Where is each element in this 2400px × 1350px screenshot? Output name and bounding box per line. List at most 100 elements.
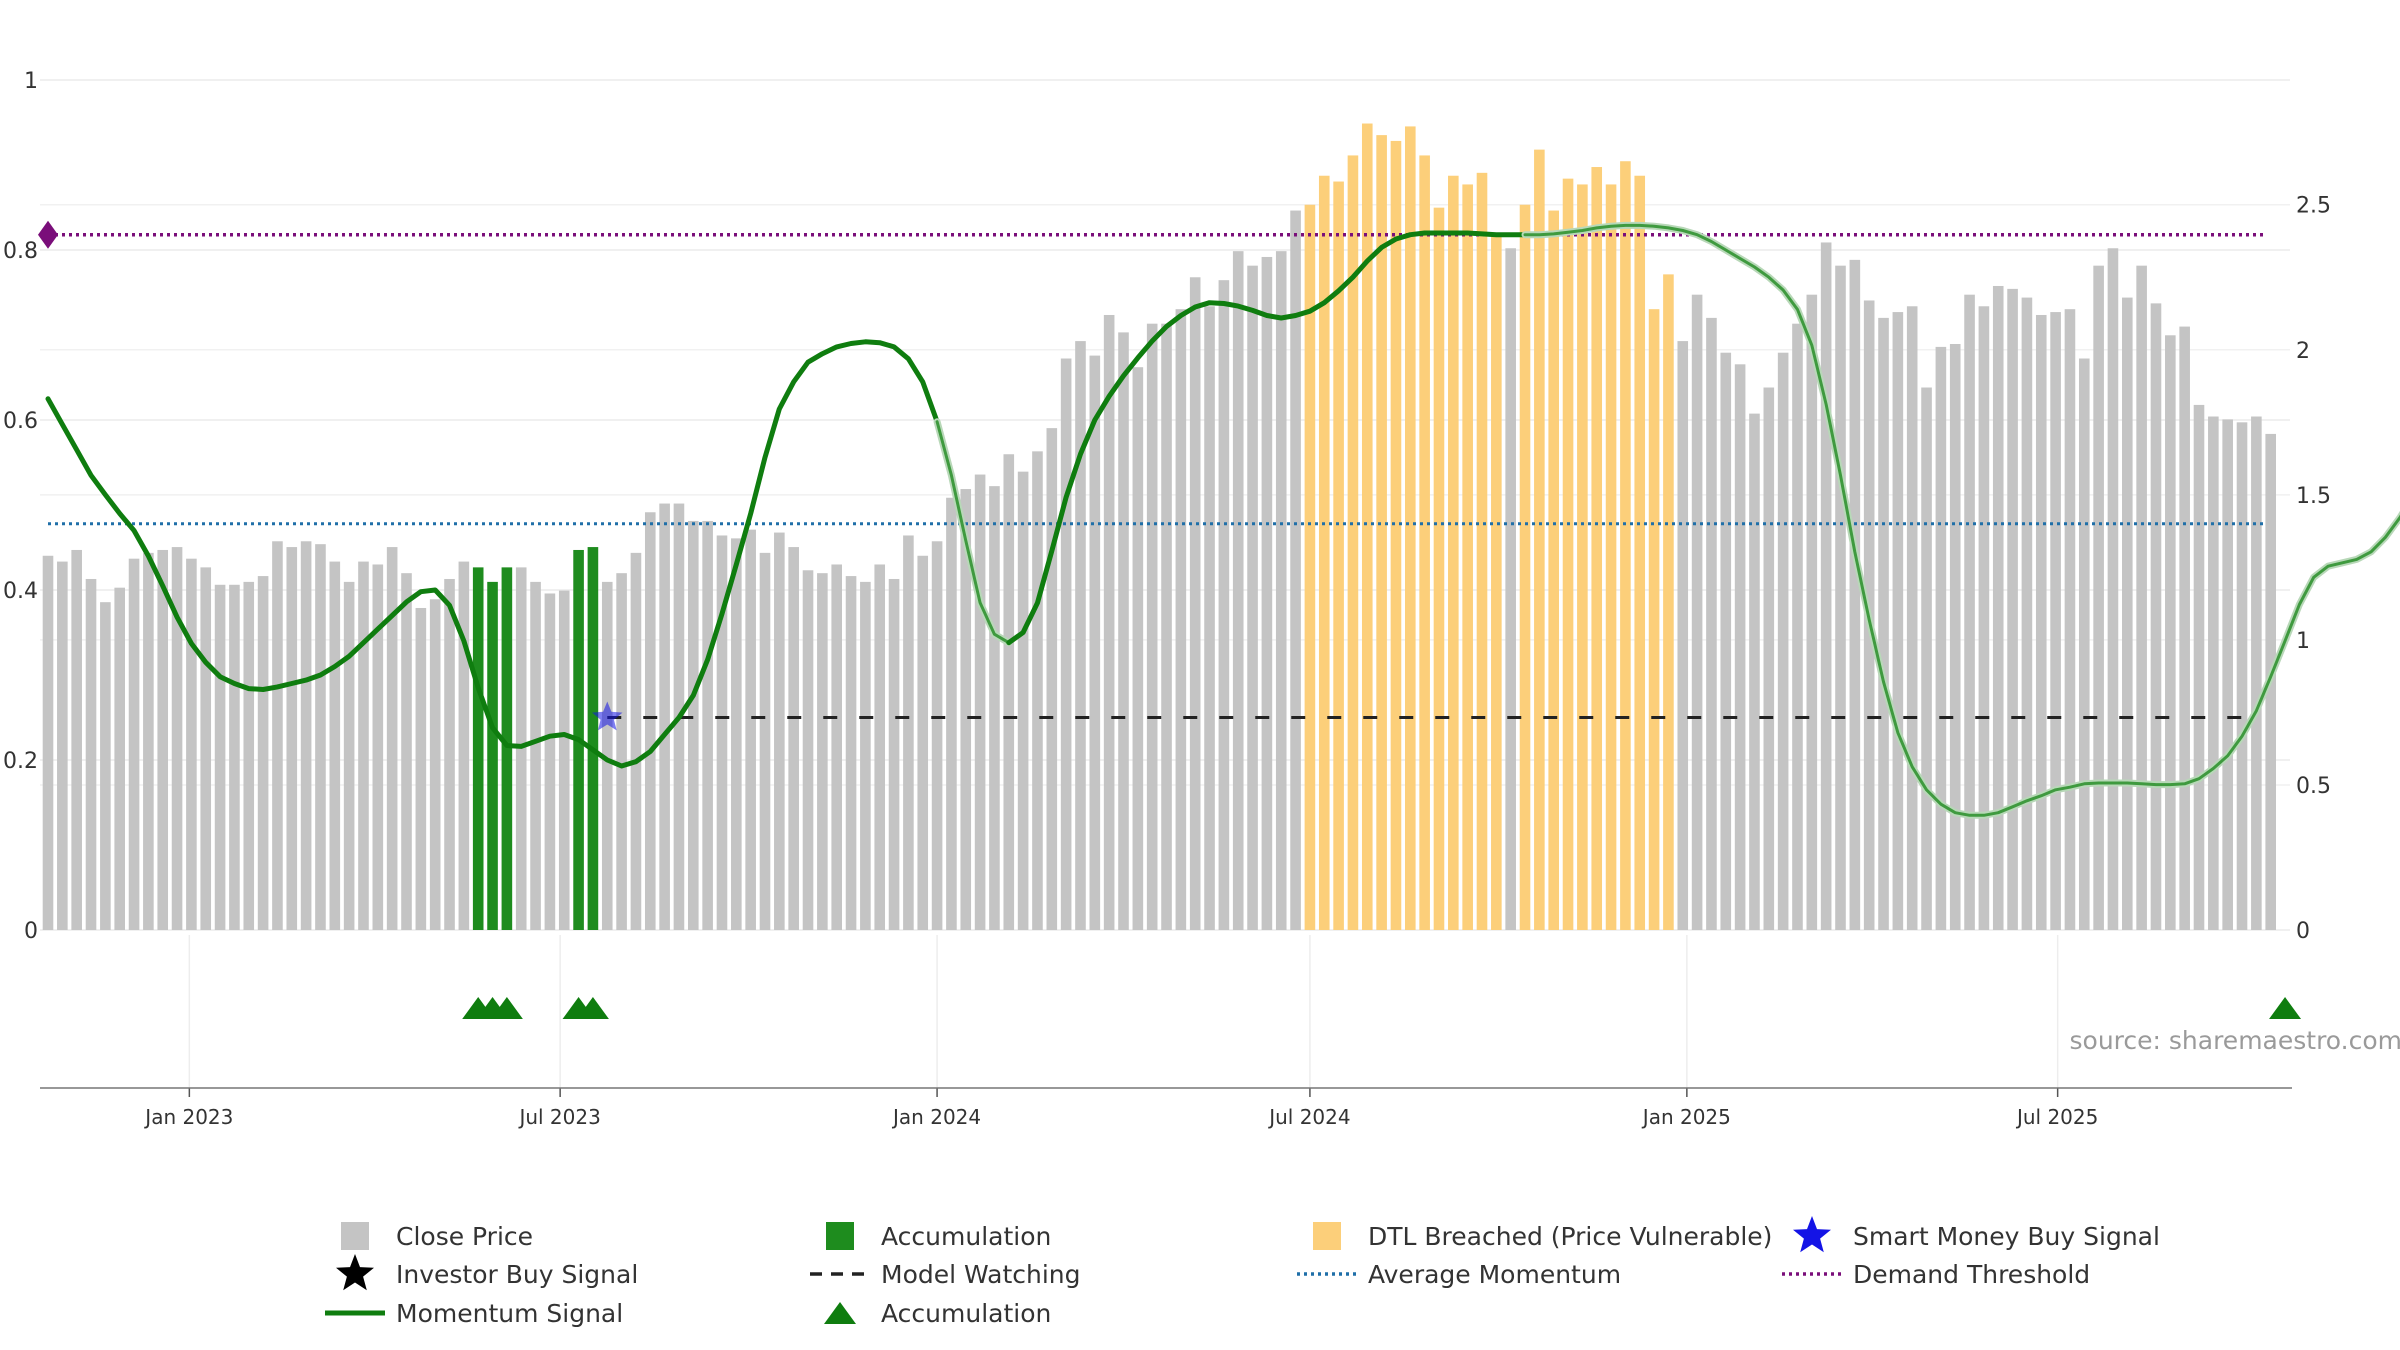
- dtl-breached-bar: [1519, 204, 1531, 931]
- close-price-bar: [2236, 422, 2248, 930]
- x-tick-label: Jan 2024: [891, 1105, 981, 1129]
- close-price-bar: [243, 581, 255, 930]
- close-price-bar: [2107, 248, 2119, 930]
- x-axis-ticks: Jan 2023 Jul 2023 Jan 2024 Jul 2024 Jan 2025…: [143, 1105, 2098, 1129]
- close-price-bar: [1290, 210, 1301, 930]
- close-price-bar: [1720, 352, 1732, 930]
- accumulation-triangle: [2269, 997, 2302, 1019]
- dtl-breached-bar: [1376, 135, 1387, 931]
- close-price-bar: [1275, 251, 1287, 931]
- close-price-bar: [1060, 358, 1072, 930]
- close-price-bar: [2165, 335, 2176, 930]
- close-price-bar: [71, 549, 82, 930]
- close-price-bar: [200, 567, 212, 930]
- close-price-bar: [1978, 306, 1990, 930]
- dtl-breached-bar: [1361, 123, 1373, 930]
- close-price-bar: [1247, 265, 1258, 930]
- momentum-signal-line: [45, 221, 2400, 819]
- close-price-bar: [343, 581, 355, 930]
- dtl-breached-bar: [1491, 236, 1502, 931]
- close-price-bar: [358, 561, 369, 930]
- y-tick-left: 0.6: [3, 409, 38, 434]
- accumulation-bar: [587, 547, 599, 930]
- x-tick-label: Jan 2023: [143, 1105, 233, 1129]
- close-price-bar: [143, 552, 154, 930]
- close-price-bar: [2021, 297, 2033, 930]
- close-price-bar: [860, 581, 871, 930]
- close-price-bar: [1505, 248, 1516, 930]
- close-price-bar: [974, 474, 986, 930]
- close-price-bar: [1906, 306, 1918, 930]
- close-price-bar: [817, 573, 828, 930]
- source-credit: source: sharemaestro.com: [2070, 1026, 2400, 1055]
- legend-item-dtl-breached: DTL Breached (Price Vulnerable): [1313, 1222, 1772, 1251]
- close-price-bar: [1118, 332, 1129, 931]
- close-price-bar: [960, 489, 972, 930]
- close-price-bar: [989, 486, 1000, 930]
- close-price-bar: [702, 520, 713, 930]
- close-price-bar: [229, 584, 240, 930]
- legend-item-accumulation-marker: Accumulation: [824, 1299, 1051, 1328]
- close-price-bar: [745, 529, 756, 930]
- accumulation-triangle: [576, 997, 609, 1019]
- dtl-breached-bar: [1405, 126, 1416, 930]
- close-price-bar: [1175, 309, 1187, 930]
- close-price-bar: [329, 561, 341, 930]
- accumulation-bar: [501, 567, 513, 930]
- close-price-bar: [1017, 471, 1029, 930]
- close-price-bar: [530, 581, 541, 930]
- legend-label: Demand Threshold: [1853, 1260, 2090, 1289]
- close-price-bar: [2007, 288, 2018, 930]
- smart-money-buy-signal: [592, 701, 623, 731]
- legend-label: Average Momentum: [1368, 1260, 1621, 1289]
- dtl-breached-bar: [1548, 210, 1559, 930]
- close-price-bar: [1964, 294, 1975, 930]
- legend-item-average-momentum: Average Momentum: [1297, 1260, 1621, 1289]
- y-tick-right: 1: [2296, 629, 2310, 654]
- dtl-breached-bar: [1634, 175, 1646, 931]
- close-price-bar: [171, 547, 183, 930]
- dtl-breached-bar: [1648, 309, 1660, 930]
- close-price-bar: [1677, 341, 1689, 930]
- close-price-bar: [874, 564, 886, 930]
- close-price-bar: [2222, 419, 2233, 930]
- legend-label: Accumulation: [881, 1222, 1051, 1251]
- close-price-bar: [558, 590, 570, 930]
- close-price-bar: [1103, 314, 1115, 931]
- legend-item-close-price: Close Price: [341, 1222, 533, 1251]
- legend-item-smart-money: Smart Money Buy Signal: [1793, 1216, 2160, 1253]
- close-price-bar: [429, 599, 441, 930]
- close-price-bar: [1032, 451, 1043, 930]
- x-tick-label: Jul 2024: [1267, 1105, 1350, 1129]
- close-price-bar: [1892, 312, 1904, 930]
- legend-triangle-icon: [824, 1302, 856, 1324]
- legend-swatch: [826, 1222, 854, 1250]
- y-tick-left: 0.2: [3, 749, 38, 774]
- dtl-breached-bar: [1562, 178, 1574, 930]
- y-tick-left: 0.8: [3, 239, 38, 264]
- close-price-bar: [845, 576, 857, 930]
- close-price-bar: [644, 512, 656, 930]
- close-price-bars: [42, 123, 2276, 931]
- y-tick-left: 0: [24, 919, 38, 944]
- close-price-bar: [186, 558, 197, 930]
- close-price-bar: [2035, 314, 2047, 931]
- close-price-bar: [1835, 265, 1846, 930]
- close-price-bar: [1075, 341, 1086, 930]
- legend-item-accumulation: Accumulation: [826, 1222, 1051, 1251]
- reference-lines: [48, 232, 2267, 719]
- close-price-bar: [114, 587, 125, 930]
- close-price-bar: [2150, 303, 2162, 930]
- close-price-bar: [2193, 404, 2205, 930]
- close-price-bar: [688, 520, 699, 930]
- close-price-bar: [315, 544, 326, 930]
- close-price-bar: [788, 547, 799, 930]
- demand-threshold-marker: [38, 220, 58, 249]
- legend-label: Smart Money Buy Signal: [1853, 1222, 2160, 1251]
- legend-swatch: [341, 1222, 369, 1250]
- accumulation-bar: [472, 567, 484, 930]
- y-tick-left: 1: [24, 69, 38, 94]
- close-price-bar: [731, 538, 742, 930]
- axes: [40, 1087, 2292, 1097]
- close-price-bar: [1232, 251, 1244, 931]
